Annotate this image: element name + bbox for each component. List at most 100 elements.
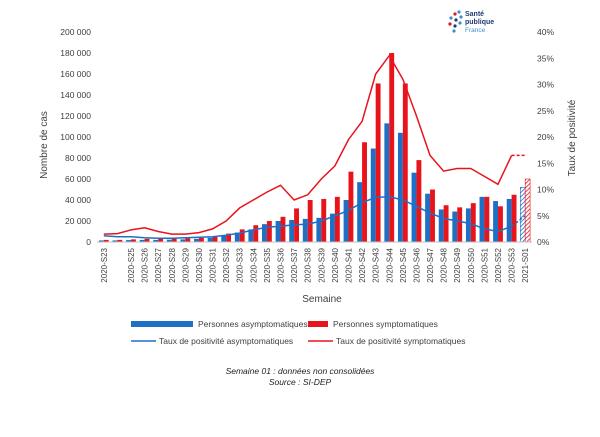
logo-line-1: Santé [465,11,484,18]
bars-group [98,53,531,243]
bar-asymptomatic [520,187,526,243]
bar-asymptomatic [248,229,254,242]
bar-asymptomatic [275,221,281,242]
note-source: Source : SI-DEP [269,377,332,387]
x-tick-label: 2020-S30 [195,247,204,282]
legend: Personnes asymptomatiques Personnes symp… [131,319,465,346]
x-tick-label: 2020-S49 [453,247,462,282]
bar-symptomatic [524,178,531,243]
bar-symptomatic [198,237,204,242]
bar-symptomatic [389,53,395,242]
bar-symptomatic [117,239,123,242]
bar-symptomatic [130,239,136,242]
left-tick-label: 180 000 [60,48,91,58]
x-tick-label: 2020-S36 [277,247,286,282]
bar-asymptomatic [289,219,295,242]
bar-asymptomatic [384,123,390,242]
bar-asymptomatic [166,239,172,242]
x-tick-label: 2020-S51 [480,247,489,282]
left-tick-label: 120 000 [60,111,91,121]
logo-line-3: France [465,27,486,34]
note-consolidation: Semaine 01 : données non consolidées [226,366,376,376]
x-tick-label: 2020-S26 [141,247,150,282]
bar-asymptomatic [180,239,186,242]
bar-asymptomatic [411,172,417,242]
sante-publique-france-logo: Santé publique France [448,10,494,34]
bar-symptomatic [484,196,490,242]
bar-symptomatic [185,238,191,242]
bar-symptomatic [402,83,408,242]
bar-symptomatic [430,189,435,242]
x-tick-label: 2020-S50 [467,247,476,282]
bar-symptomatic [362,142,367,242]
left-axis-title: Nombre de cas [39,111,50,179]
bar-symptomatic [416,160,422,242]
bar-asymptomatic [112,240,118,242]
left-tick-label: 60 000 [65,174,91,184]
bar-asymptomatic [343,200,349,242]
x-tick-label: 2020-S39 [317,247,326,282]
bar-symptomatic [334,196,340,242]
left-tick-label: 20 000 [65,216,91,226]
x-tick-label: 2020-S34 [249,247,258,282]
x-axis-ticks: 2020-S23 2020-S25 2020-S26 2020-S27 2020-S28… [100,247,530,282]
x-tick-label: 2020-S35 [263,247,272,282]
right-tick-label: 5% [537,211,550,221]
lines-group [103,54,526,240]
bar-asymptomatic [98,240,104,242]
bar-asymptomatic [425,193,431,242]
bar-asymptomatic [493,201,499,242]
bar-symptomatic [239,229,245,242]
left-tick-label: 160 000 [60,69,91,79]
bar-symptomatic [348,171,354,242]
right-axis-ticks: 0% 5% 10% 15% 20% 25% 30% 35% 40% [537,27,554,247]
right-tick-label: 25% [537,106,554,116]
legend-label-asymptomatic-bars: Personnes asymptomatiques [198,319,308,329]
bar-symptomatic [375,83,381,242]
left-tick-label: 0 [86,237,91,247]
bar-asymptomatic [465,208,471,242]
bar-asymptomatic [397,132,403,242]
bar-symptomatic [212,236,218,242]
legend-label-symptomatic-line: Taux de positivité symptomatiques [336,336,465,346]
right-tick-label: 15% [537,158,554,168]
right-tick-label: 0% [537,237,550,247]
bar-asymptomatic [316,217,322,242]
legend-label-symptomatic-bars: Personnes symptomatiques [333,319,438,329]
x-tick-label: 2020-S45 [399,247,408,282]
bar-asymptomatic [452,211,458,242]
bar-asymptomatic [139,239,145,242]
x-tick-label: 2020-S27 [154,247,163,282]
x-tick-label: 2020-S43 [372,247,381,282]
bar-asymptomatic [262,224,267,242]
left-tick-label: 100 000 [60,132,91,142]
x-tick-label: 2020-S52 [494,247,503,282]
x-tick-label: 2020-S44 [385,247,394,282]
bar-symptomatic [280,216,286,242]
bar-asymptomatic [329,213,335,242]
x-tick-label: 2020-S31 [209,247,218,282]
bar-symptomatic [144,238,150,242]
bar-symptomatic [226,233,232,242]
x-tick-label: 2020-S32 [222,247,231,282]
bar-asymptomatic [357,182,363,242]
right-tick-label: 10% [537,185,554,195]
line-positivity-asymptomatic-provisional [511,215,526,227]
x-tick-label: 2020-S42 [358,247,367,282]
right-tick-label: 35% [537,53,554,63]
bar-asymptomatic [194,238,199,242]
bar-symptomatic [103,239,109,242]
legend-swatch-asymptomatic-bars [131,321,193,327]
bar-asymptomatic [221,235,227,242]
bar-asymptomatic [153,239,159,242]
line-positivity-symptomatic [103,54,513,235]
logo-line-2: publique [465,19,494,26]
logo-dots-icon [448,10,463,33]
bar-symptomatic [171,238,177,242]
bar-asymptomatic [302,218,308,242]
bar-symptomatic [511,194,517,242]
left-tick-label: 80 000 [65,153,91,163]
bar-symptomatic [443,205,449,242]
legend-swatch-symptomatic-bars [308,321,328,327]
